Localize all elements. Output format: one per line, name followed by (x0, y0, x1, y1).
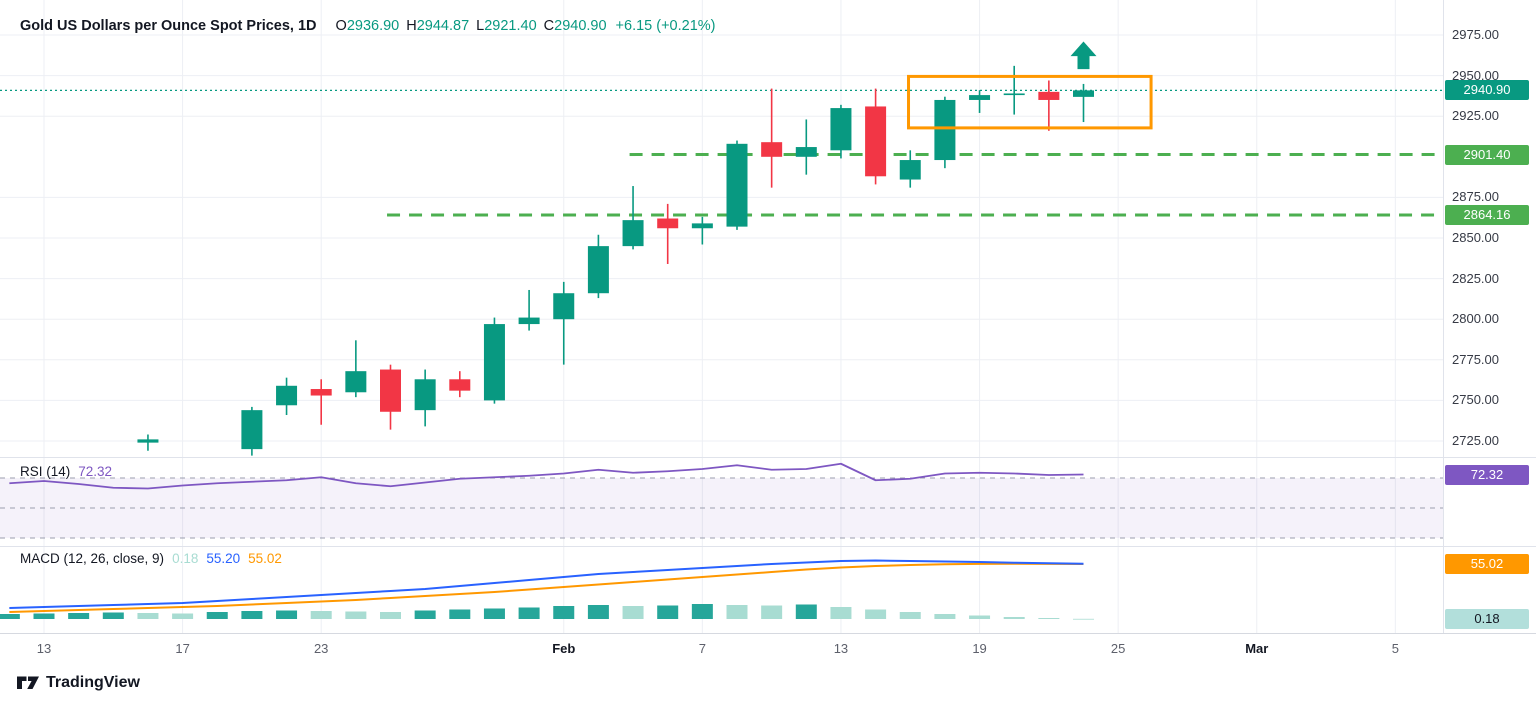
price-tick: 2775.00 (1452, 351, 1499, 367)
resistance-badge: 2901.40 (1445, 144, 1529, 165)
time-tick-Mar: Mar (1245, 641, 1269, 656)
time-tick-Feb: Feb (552, 641, 576, 656)
time-tick-23: 23 (313, 641, 329, 656)
macd-hist-badge: 0.18 (1445, 608, 1529, 629)
price-axis[interactable]: 2940.90 2901.40 2864.16 72.32 55.02 0.18… (1444, 0, 1536, 633)
ohlc-close-value: 2940.90 (554, 18, 607, 34)
price-tick: 2725.00 (1452, 433, 1499, 448)
ohlc-high-label: H (406, 18, 417, 34)
macd-title: MACD (12, 26, close, 9) (20, 551, 165, 566)
last-price-badge: 2940.90 (1445, 80, 1529, 101)
macd-legend[interactable]: MACD (12, 26, close, 9) 0.18 55.20 55.02 (20, 551, 282, 566)
ohlc-close-label: C (543, 18, 555, 34)
macd-signal-value: 55.02 (248, 551, 282, 566)
time-tick-19: 19 (972, 641, 987, 656)
ohlc-open-label: O (335, 18, 347, 34)
macd-line-value: 55.20 (206, 551, 241, 566)
time-tick-17: 17 (175, 641, 190, 656)
ohlc-low-label: L (476, 18, 485, 34)
ohlc-open-value: 2936.90 (346, 18, 400, 34)
time-tick-25: 25 (1110, 641, 1126, 656)
time-axis[interactable]: 13 17 23 Feb 7 13 19 25 Mar 5 (0, 633, 1536, 664)
symbol-title: Gold US Dollars per Ounce Spot Prices, 1… (20, 18, 317, 34)
price-tick: 2975.00 (1452, 27, 1499, 42)
chart-canvas[interactable] (0, 0, 1536, 633)
tradingview-icon (17, 676, 39, 689)
price-tick: 2825.00 (1452, 270, 1499, 286)
ohlc-high-value: 2944.87 (416, 18, 470, 34)
macd-hist-value: 0.18 (172, 551, 199, 566)
ohlc-change: +6.15 (+0.21%) (615, 18, 716, 34)
price-tick: 2850.00 (1452, 230, 1499, 245)
rsi-legend[interactable]: RSI (14) 72.32 (20, 464, 112, 479)
symbol-legend[interactable]: Gold US Dollars per Ounce Spot Prices, 1… (20, 18, 716, 34)
support-badge: 2864.16 (1445, 205, 1529, 225)
time-tick-5: 5 (1391, 641, 1399, 656)
price-tick: 2875.00 (1452, 189, 1499, 205)
rsi-value-badge: 72.32 (1445, 464, 1529, 485)
price-tick: 2750.00 (1452, 392, 1499, 408)
footer: TradingView (0, 663, 1536, 711)
price-tick: 2950.00 (1452, 67, 1499, 83)
tradingview-wordmark: TradingView (46, 674, 140, 691)
rsi-value: 72.32 (78, 464, 113, 479)
ohlc-low-value: 2921.40 (484, 18, 537, 34)
price-tick: 2925.00 (1452, 108, 1499, 124)
rsi-title: RSI (14) (20, 464, 71, 479)
time-tick-7: 7 (698, 641, 706, 656)
tradingview-logo[interactable]: TradingView (16, 674, 140, 692)
time-tick-13: 13 (833, 641, 849, 656)
macd-signal-badge: 55.02 (1445, 553, 1529, 574)
price-tick: 2800.00 (1452, 311, 1499, 327)
time-tick-13: 13 (36, 641, 52, 656)
